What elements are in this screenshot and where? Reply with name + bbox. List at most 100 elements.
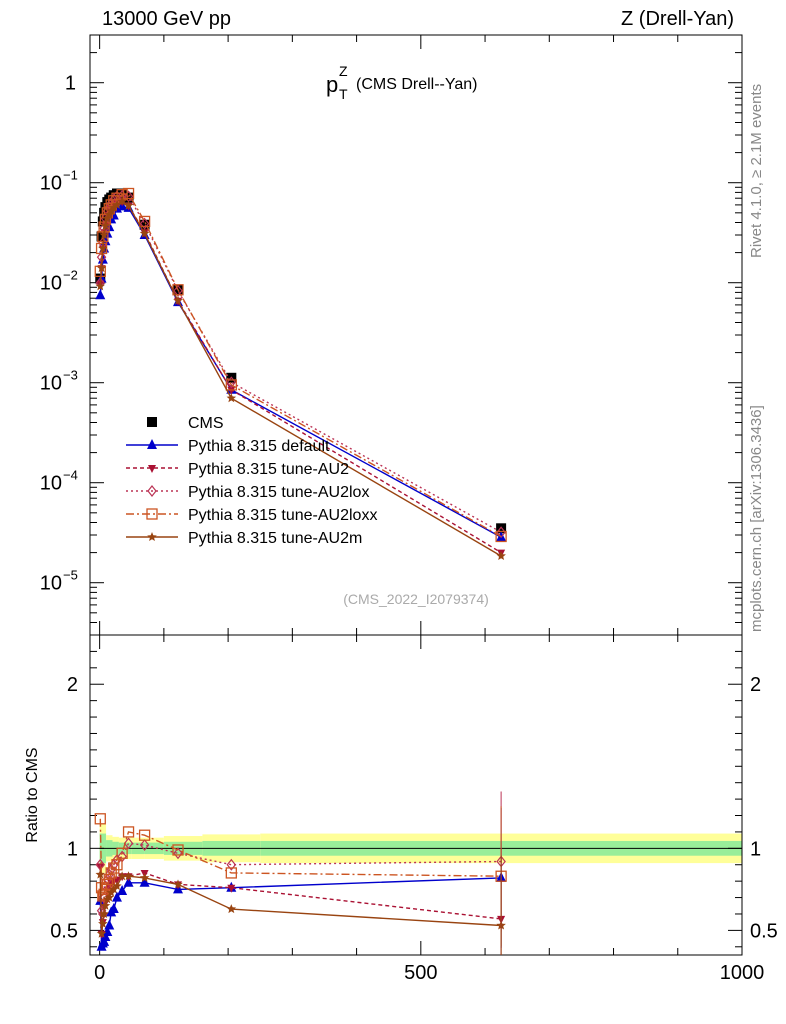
y-tick-label-1: 10 xyxy=(40,173,62,195)
y-tick-label-exp-5: −5 xyxy=(63,568,78,583)
main-point xyxy=(117,196,127,206)
ratio-point xyxy=(109,884,119,894)
y-tick-label-5: 10 xyxy=(40,573,62,595)
legend-marker xyxy=(147,485,157,497)
legend-label: Pythia 8.315 tune-AU2lox xyxy=(188,484,369,501)
legend-item-1: Pythia 8.315 default xyxy=(126,438,330,455)
ratio-point xyxy=(139,872,150,882)
main-point xyxy=(496,531,507,542)
ratio-point xyxy=(173,847,183,860)
main-point xyxy=(173,295,183,305)
main-point xyxy=(96,263,107,273)
y-tick-label-2: 10 xyxy=(40,273,62,295)
ratio-series-pythia-8-315-tune-au2 xyxy=(96,863,506,939)
main-point xyxy=(98,243,108,253)
ratio-y-axis-label: Ratio to CMS xyxy=(24,747,41,842)
ratio-point xyxy=(96,928,107,938)
ratio-series-line xyxy=(99,866,502,934)
main-point xyxy=(96,231,107,242)
ratio-frame xyxy=(89,634,743,956)
main-point xyxy=(138,215,151,228)
main-point xyxy=(496,526,506,539)
ratio-y-tick-label-2: 2 xyxy=(67,674,78,696)
ratio-point xyxy=(104,919,115,930)
ratio-series-line xyxy=(99,818,502,898)
legend-marker xyxy=(148,465,156,473)
x-ticks xyxy=(99,35,743,955)
main-point xyxy=(109,202,119,212)
ratio-y-tick-label-right-1: 1 xyxy=(750,838,761,860)
main-point xyxy=(495,530,507,543)
legend-item-5: Pythia 8.315 tune-AU2m xyxy=(126,530,362,547)
ratio-point xyxy=(172,844,184,856)
chart-title: pZT (CMS Drell--Yan) xyxy=(326,63,477,102)
main-point xyxy=(123,200,134,210)
ratio-point xyxy=(226,858,237,871)
ratio-point xyxy=(122,826,135,838)
analysis-watermark: (CMS_2022_I2079374) xyxy=(343,591,489,607)
main-point xyxy=(99,230,109,239)
ratio-y-tick-label-1: 1 xyxy=(67,838,78,860)
x-tick-label-2: 1000 xyxy=(720,962,765,984)
legend-marker xyxy=(146,508,158,520)
ratio-y-tick-label-right-0: 0.5 xyxy=(750,920,778,942)
main-point xyxy=(95,281,105,291)
ratio-point xyxy=(173,879,183,889)
main-point xyxy=(139,219,150,230)
ratio-series-line xyxy=(99,874,502,934)
main-point xyxy=(227,386,236,395)
ratio-point xyxy=(108,862,120,874)
legend-item-0: CMS xyxy=(147,415,224,432)
ratio-point xyxy=(99,909,109,918)
header-left: 13000 GeV pp xyxy=(102,8,231,30)
ratio-point xyxy=(96,863,105,872)
main-point xyxy=(496,523,507,534)
ratio-point xyxy=(102,926,113,937)
main-point xyxy=(496,551,506,560)
main-point xyxy=(226,393,237,403)
ratio-y-ticks xyxy=(90,650,742,948)
ratio-y-tick-label-right-2: 2 xyxy=(750,674,761,696)
chart-title-sub: T xyxy=(339,86,348,102)
ratio-series-pythia-8-315-tune-au2m xyxy=(95,869,506,938)
main-y-ticks xyxy=(90,34,742,636)
main-point xyxy=(112,199,122,209)
legend-label: Pythia 8.315 tune-AU2loxx xyxy=(188,507,377,524)
y-tick-label-0: 1 xyxy=(65,73,76,95)
x-tick-label-0: 0 xyxy=(94,962,105,984)
ratio-series-line xyxy=(99,842,502,915)
ratio-point xyxy=(225,867,237,879)
ratio-point xyxy=(98,918,108,928)
main-point xyxy=(95,289,106,300)
y-tick-label-4: 10 xyxy=(40,473,62,495)
ratio-point xyxy=(138,829,151,841)
ratio-point xyxy=(139,839,150,852)
ratio-point xyxy=(111,859,123,871)
y-tick-label-exp-2: −2 xyxy=(63,268,78,283)
rivet-version-label: Rivet 4.1.0, ≥ 2.1M events xyxy=(748,83,765,258)
y-tick-label-3: 10 xyxy=(40,373,62,395)
ratio-point xyxy=(227,884,236,893)
ratio-point xyxy=(111,891,122,902)
ratio-point xyxy=(94,813,106,825)
ratio-point xyxy=(139,876,150,887)
legend-label: Pythia 8.315 default xyxy=(188,438,330,455)
legend-label: CMS xyxy=(188,415,224,432)
chart-title-p: p xyxy=(326,72,338,97)
ratio-point xyxy=(112,881,122,891)
main-point xyxy=(95,242,108,255)
ratio-point xyxy=(103,873,115,886)
main-point xyxy=(139,228,150,238)
ratio-point xyxy=(108,903,119,914)
ratio-point xyxy=(100,900,111,910)
legend-marker xyxy=(147,439,157,449)
legend-marker xyxy=(147,532,157,541)
main-point xyxy=(225,379,237,391)
ratio-point xyxy=(123,876,134,887)
main-series-pythia-8-315-tune-au2m xyxy=(95,196,506,560)
main-point xyxy=(122,187,135,200)
header-right: Z (Drell-Yan) xyxy=(621,8,734,30)
ratio-point xyxy=(117,871,127,881)
main-series-line xyxy=(99,195,502,533)
